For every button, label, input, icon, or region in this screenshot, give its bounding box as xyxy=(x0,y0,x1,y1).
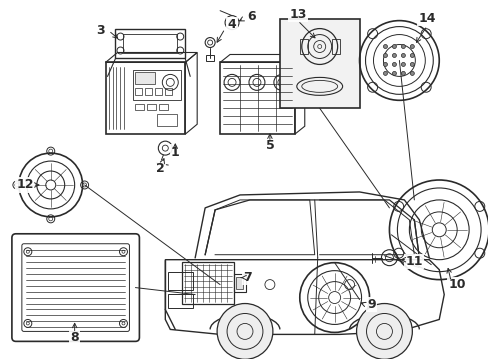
Circle shape xyxy=(409,62,413,67)
Bar xyxy=(159,104,168,110)
Bar xyxy=(279,19,359,108)
Circle shape xyxy=(383,45,386,49)
Circle shape xyxy=(392,71,396,75)
Bar xyxy=(331,39,339,54)
Circle shape xyxy=(392,54,396,58)
Bar xyxy=(182,262,234,303)
Circle shape xyxy=(383,54,386,58)
Circle shape xyxy=(383,62,386,67)
Bar xyxy=(236,276,243,289)
Text: 5: 5 xyxy=(265,139,274,152)
Circle shape xyxy=(401,71,405,75)
Text: 11: 11 xyxy=(405,255,422,268)
Text: 8: 8 xyxy=(70,331,79,344)
Circle shape xyxy=(392,45,396,49)
Bar xyxy=(133,71,181,100)
Bar xyxy=(145,88,152,95)
Circle shape xyxy=(401,45,405,49)
Bar xyxy=(155,88,162,95)
Text: 4: 4 xyxy=(227,18,236,31)
Bar xyxy=(135,88,142,95)
Circle shape xyxy=(401,54,405,58)
Bar xyxy=(168,293,193,307)
Bar xyxy=(105,62,185,134)
Bar xyxy=(135,104,144,110)
Bar xyxy=(168,272,193,289)
Text: 13: 13 xyxy=(288,8,306,21)
Bar xyxy=(165,88,172,95)
Circle shape xyxy=(356,303,411,359)
Bar xyxy=(299,39,307,54)
Circle shape xyxy=(383,71,386,75)
Text: 10: 10 xyxy=(447,278,465,291)
Bar xyxy=(157,114,177,126)
Text: 14: 14 xyxy=(418,12,435,25)
Text: 7: 7 xyxy=(243,271,252,284)
Circle shape xyxy=(401,62,405,67)
Bar xyxy=(115,28,185,58)
Text: 6: 6 xyxy=(247,10,256,23)
Text: 1: 1 xyxy=(170,145,179,159)
Text: 12: 12 xyxy=(16,179,34,192)
Bar xyxy=(234,274,245,292)
Text: 9: 9 xyxy=(366,298,375,311)
Text: 2: 2 xyxy=(156,162,164,175)
Circle shape xyxy=(409,54,413,58)
Circle shape xyxy=(217,303,272,359)
Circle shape xyxy=(409,45,413,49)
Bar xyxy=(206,55,214,62)
Bar xyxy=(135,72,155,84)
Circle shape xyxy=(409,71,413,75)
Text: 3: 3 xyxy=(96,24,104,37)
Bar xyxy=(147,104,156,110)
Bar xyxy=(123,33,177,54)
Bar xyxy=(220,62,294,134)
Circle shape xyxy=(392,62,396,67)
